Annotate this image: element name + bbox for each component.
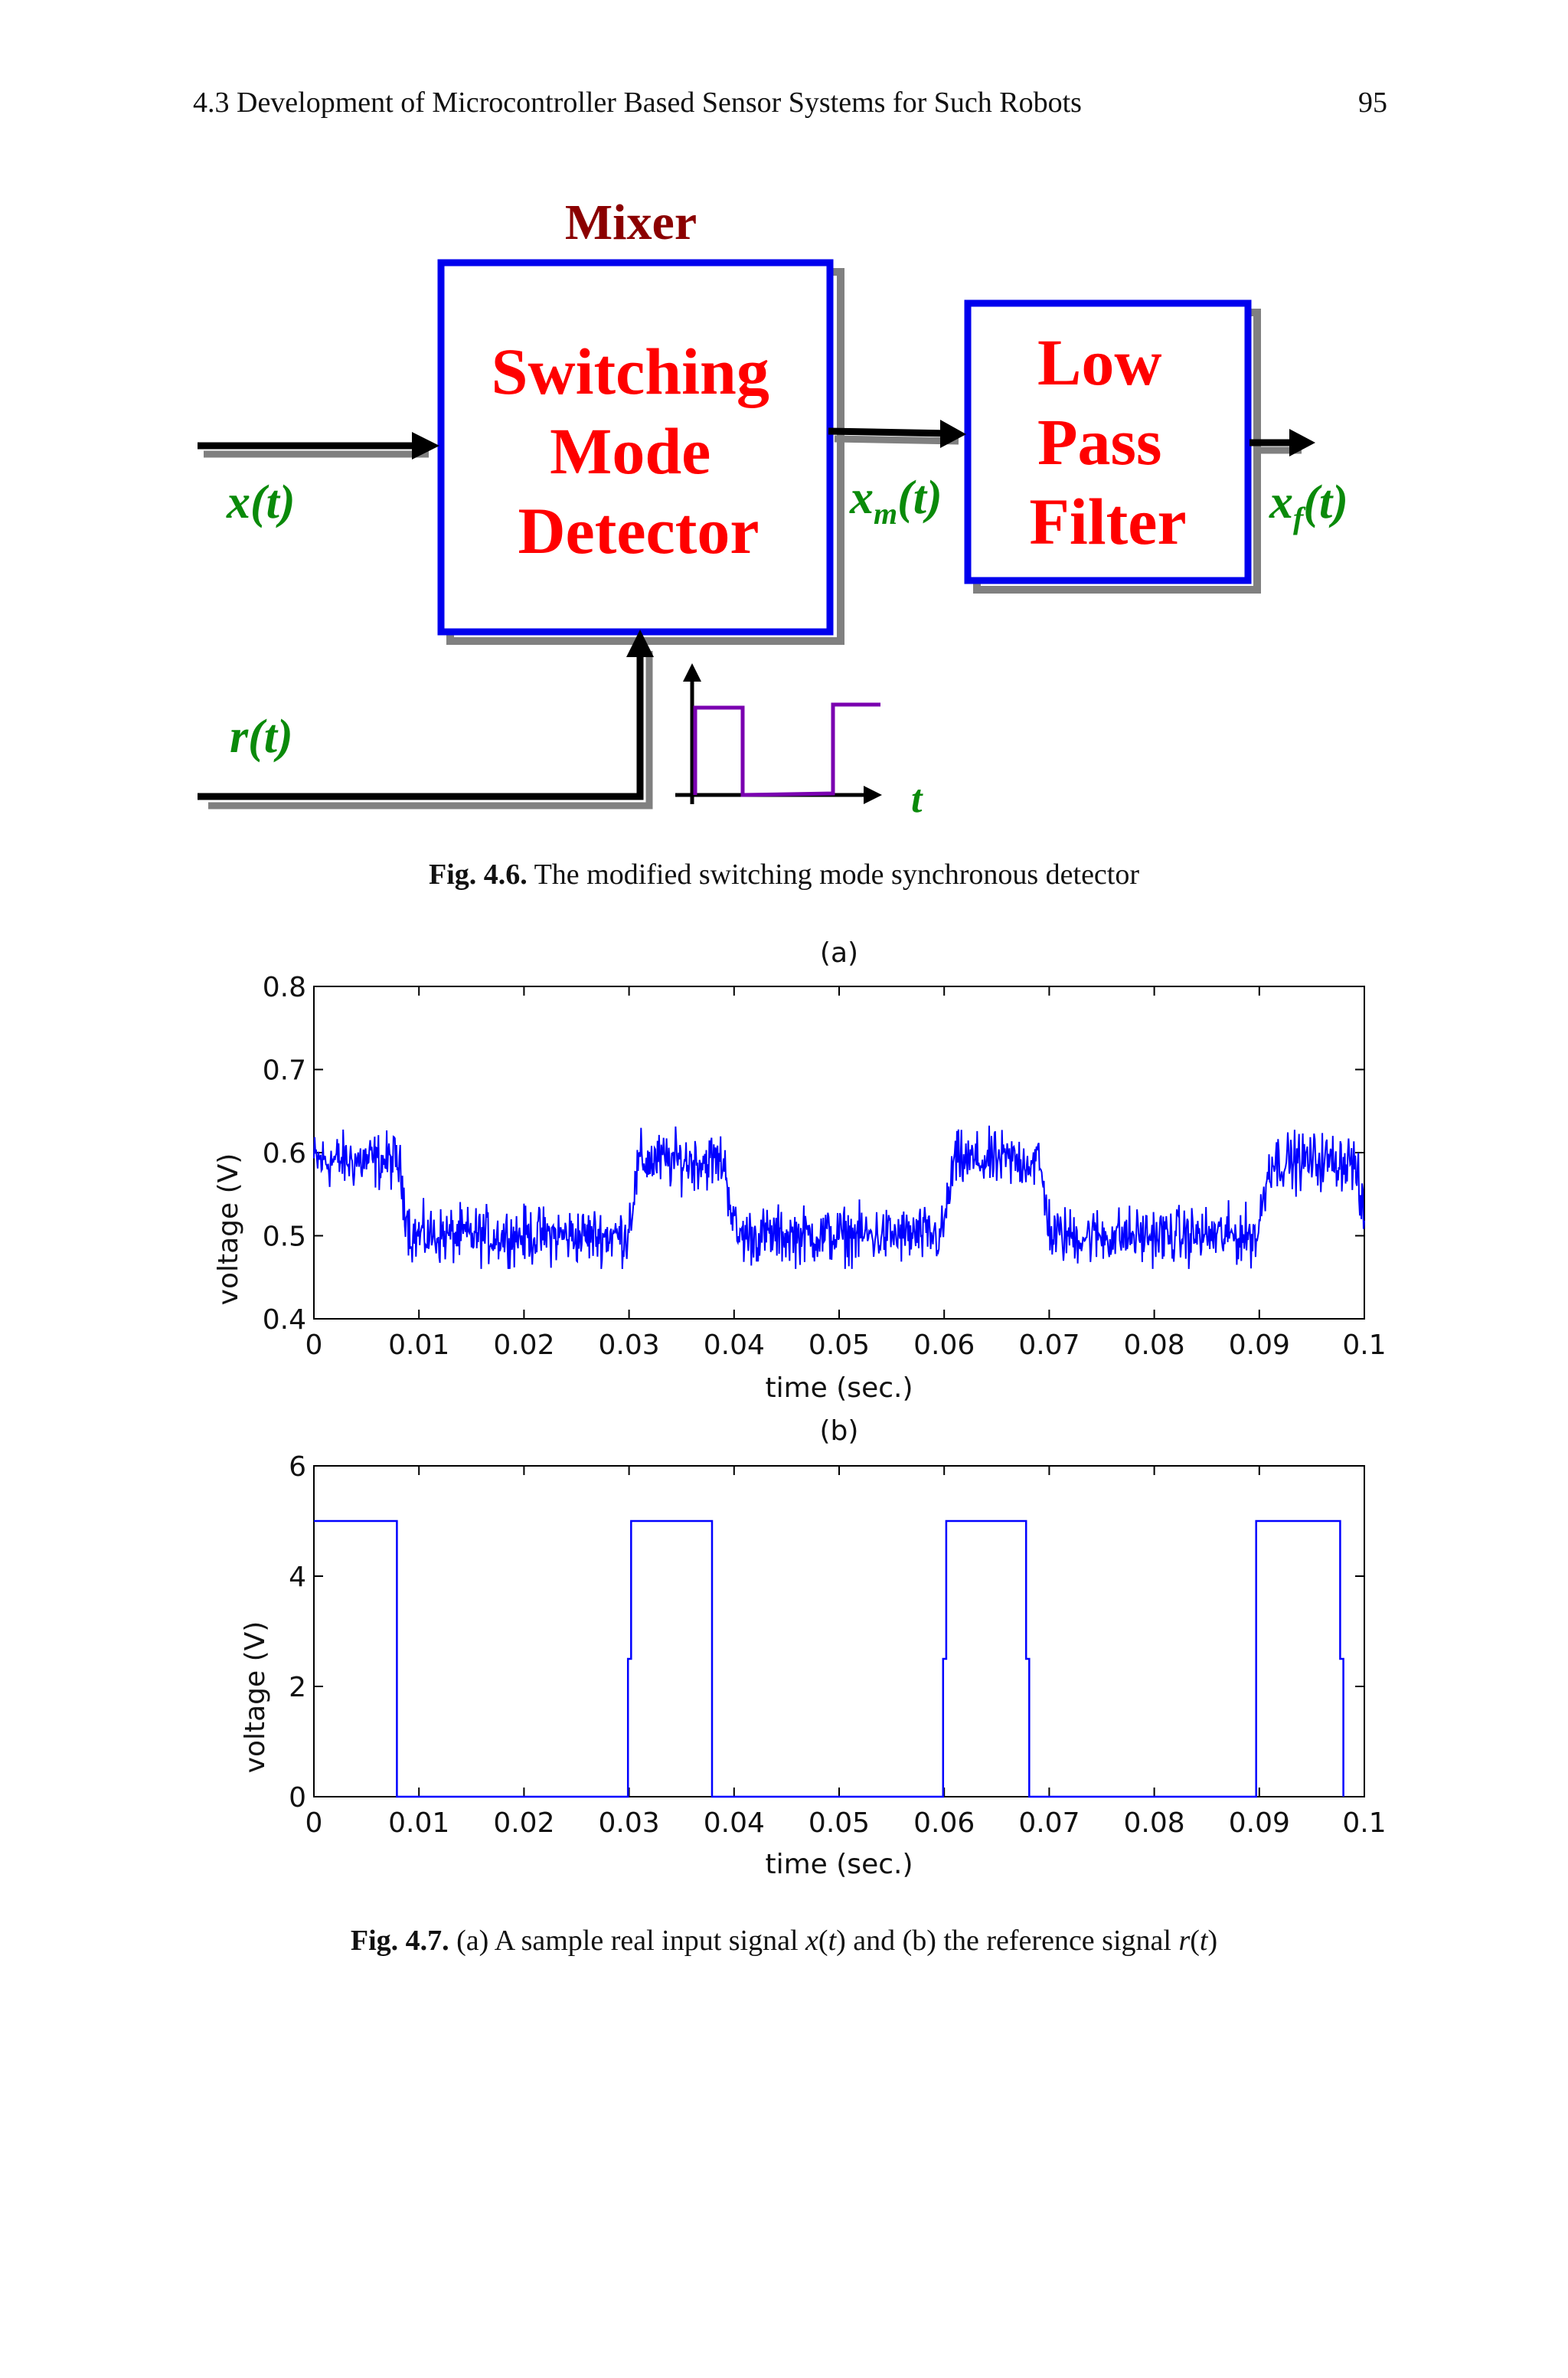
- block-diagram: Mixer Switching Mode Detector Low Pass F…: [198, 195, 1348, 821]
- plot-b-frame: [313, 1465, 1365, 1797]
- figure-4-7-caption: Fig. 4.7. (a) A sample real input signal…: [350, 1925, 1218, 1957]
- detector-label: Switching Mode Detector: [492, 335, 786, 568]
- figure-4-6-caption: Fig. 4.6. The modified switching mode sy…: [428, 859, 1140, 891]
- plot-a: (a) 0 0.01 0.02 0.03 0.04 0.05 0.06 0.07 0.08 0.0…: [213, 937, 1387, 1404]
- plot-b-xtick-label: 0.03: [599, 1807, 660, 1839]
- plot-a-xtick-label: 0: [305, 1330, 323, 1361]
- plot-b-ytick-label: 4: [289, 1562, 306, 1593]
- plot-a-title: (a): [820, 937, 858, 969]
- input-signal-label: x(t): [226, 476, 296, 528]
- plot-a-xtick-label: 0.09: [1229, 1330, 1290, 1361]
- plot-b-xtick-label: 0.09: [1229, 1807, 1290, 1839]
- plot-b-ylabel: voltage (V): [240, 1621, 271, 1774]
- filtered-signal-label: xf(t): [1269, 476, 1348, 535]
- plot-a-xtick-label: 0.02: [493, 1330, 554, 1361]
- plot-a-xtick-label: 0.05: [808, 1330, 870, 1361]
- plot-a-ytick-label: 0.4: [263, 1304, 306, 1336]
- plot-a-ytick-label: 0.6: [263, 1138, 306, 1169]
- plot-b-xtick-label: 0.07: [1018, 1807, 1080, 1839]
- section-title: 4.3 Development of Microcontroller Based…: [193, 87, 1082, 119]
- plot-b-xtick-label: 0.05: [808, 1807, 870, 1839]
- plot-b-xtick-label: 0.04: [704, 1807, 765, 1839]
- plot-b-ytick-label: 6: [289, 1451, 306, 1483]
- plot-b-xtick-label: 0.02: [493, 1807, 554, 1839]
- plot-a-xtick-label: 0.07: [1018, 1330, 1080, 1361]
- reference-signal-label: r(t): [230, 711, 293, 763]
- plot-b-xlabel: time (sec.): [765, 1849, 913, 1880]
- plot-b-xtick-label: 0.08: [1124, 1807, 1185, 1839]
- plot-a-xtick-label: 0.06: [913, 1330, 975, 1361]
- plot-a-ytick-label: 0.8: [263, 972, 306, 1003]
- plot-b-ytick-label: 2: [289, 1672, 306, 1703]
- square-wave-inset: [675, 663, 882, 804]
- plot-b-xtick-label: 0: [305, 1807, 323, 1839]
- running-header: 4.3 Development of Microcontroller Based…: [193, 86, 1387, 132]
- plot-b-xtick-label: 0.1: [1342, 1807, 1386, 1839]
- mixer-label: Mixer: [565, 195, 697, 250]
- plot-a-xtick-label: 0.04: [704, 1330, 765, 1361]
- plot-a-xtick-label: 0.01: [388, 1330, 449, 1361]
- time-axis-label: t: [911, 777, 923, 821]
- mixed-arrow: [828, 420, 966, 448]
- plot-a-xtick-label: 0.03: [599, 1330, 660, 1361]
- page-number: 95: [1358, 87, 1387, 119]
- plot-a-xtick-label: 0.08: [1124, 1330, 1185, 1361]
- plot-a-ytick-label: 0.5: [263, 1222, 306, 1253]
- plot-b-xtick-label: 0.01: [388, 1807, 449, 1839]
- plot-a-ylabel: voltage (V): [213, 1153, 244, 1306]
- filter-block: [964, 299, 1252, 584]
- plot-b-ytick-label: 0: [289, 1782, 306, 1814]
- detector-block: [437, 259, 834, 636]
- plot-a-xtick-label: 0.1: [1342, 1330, 1386, 1361]
- input-arrow: [198, 432, 439, 460]
- output-arrow: [1250, 429, 1315, 456]
- plot-b-series-line: [314, 1519, 1344, 1798]
- mixed-signal-label: xm(t): [849, 472, 942, 531]
- plot-a-xlabel: time (sec.): [765, 1372, 913, 1404]
- plot-a-frame: [313, 986, 1365, 1320]
- plot-b-xtick-label: 0.06: [913, 1807, 975, 1839]
- plot-b: (b) 0 0.01 0.02 0.03 0.04 0.05 0.06 0.07 0.08 0.0…: [240, 1415, 1387, 1880]
- plot-a-series-line: [313, 1125, 1365, 1269]
- plot-b-title: (b): [820, 1415, 859, 1447]
- reference-arrow: [198, 630, 654, 810]
- filter-label: Low Pass Filter: [1029, 325, 1186, 558]
- plot-a-ytick-label: 0.7: [263, 1055, 306, 1087]
